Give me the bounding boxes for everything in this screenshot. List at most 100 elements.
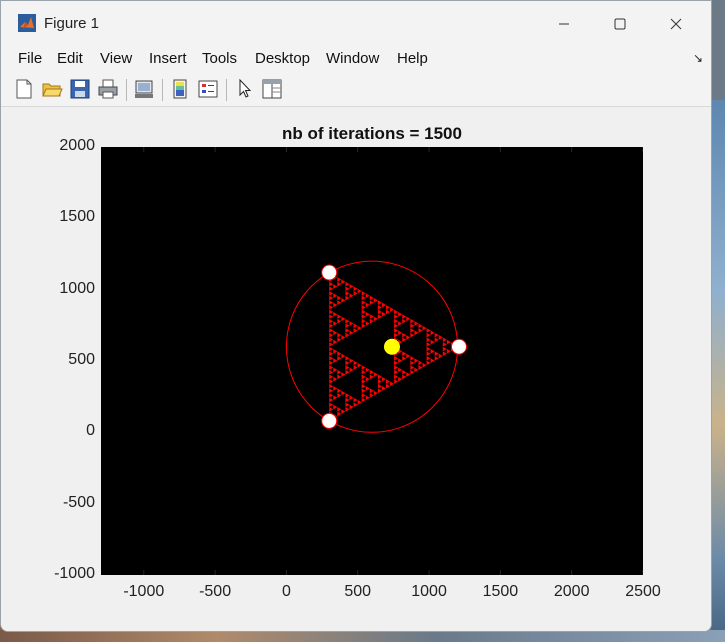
fractal-cell [446,349,451,354]
fractal-cell [410,356,415,361]
fractal-cell [410,365,415,370]
fractal-cell [333,404,338,410]
fractal-cell [345,402,350,408]
fractal-cell [369,369,374,375]
maximize-button[interactable] [597,9,643,39]
fractal-cell [365,395,370,401]
fractal-cell [410,318,415,324]
x-tick-label: -1000 [123,583,165,600]
fractal-cell [345,281,350,287]
fractal-cell [333,284,338,289]
menu-window[interactable]: Window [326,50,380,67]
fractal-cell [385,379,391,384]
fractal-cell [398,339,403,345]
fractal-cell [329,402,334,408]
fractal-cell [438,335,443,340]
fractal-cell [410,332,415,338]
fractal-cell [365,293,370,299]
minimize-button[interactable] [541,9,587,39]
fractal-cell [345,397,350,403]
fractal-cell [349,330,354,336]
property-editor-icon[interactable] [261,78,283,100]
edit-plot-icon[interactable] [233,78,255,100]
fractal-cell [345,369,350,375]
menu-help[interactable]: Help [397,50,428,67]
fractal-cell [361,314,366,319]
close-button[interactable] [653,9,699,39]
menu-file[interactable]: File [18,50,43,67]
fractal-cell [430,330,435,336]
fractal-cell [357,400,362,405]
plot-axes[interactable] [101,147,643,575]
open-file-icon[interactable] [41,78,63,100]
y-tick-label: 1500 [59,208,95,226]
fractal-cell [333,358,338,363]
vertex-marker [321,264,338,281]
new-figure-icon[interactable] [13,78,35,100]
fractal-cell [329,337,334,343]
fractal-cell [329,388,334,394]
fractal-cell [361,379,366,384]
toolbar-separator [126,79,127,101]
legend-icon[interactable] [197,78,219,100]
fractal-cell [394,328,399,333]
fractal-cell [361,309,366,315]
fractal-cell [337,314,342,319]
fractal-cell [377,374,382,380]
fractal-cell [381,311,386,317]
fractal-cell [345,365,350,370]
fractal-cell [337,295,342,301]
fractal-cell [406,372,411,377]
fractal-cell [333,395,338,401]
menu-insert[interactable]: Insert [149,50,187,67]
fractal-cell [381,302,386,308]
title-bar[interactable]: Figure 1 [1,1,711,45]
fractal-cell [418,360,423,366]
fractal-cell [426,332,431,338]
x-tick-label: 0 [281,583,291,600]
fractal-cell [349,404,354,410]
fractal-cell [402,374,407,380]
fractal-cell [377,309,382,315]
fractal-cell [337,300,342,306]
fractal-cell [333,367,338,373]
fractal-cell [349,367,354,373]
menu-desktop[interactable]: Desktop [255,50,311,67]
fractal-cell [337,393,342,398]
menu-tools[interactable]: Tools [202,50,238,67]
menu-edit[interactable]: Edit [57,50,83,67]
fractal-cell [426,351,431,357]
fractal-cell [329,346,334,352]
link-plot-icon[interactable] [133,78,155,100]
fractal-cell [329,300,334,306]
fractal-cell [385,305,391,310]
fractal-cell [333,386,338,391]
save-icon[interactable] [69,78,91,100]
menu-view[interactable]: View [100,50,133,67]
fractal-cell [329,309,334,315]
fractal-cell [345,295,350,301]
dock-arrow-icon[interactable]: ↘ [692,51,703,65]
fractal-cell [353,323,358,329]
fractal-cell [345,291,350,296]
fractal-cell [381,376,386,382]
fractal-cell [337,388,342,394]
fractal-cell [369,388,374,394]
print-icon[interactable] [97,78,119,100]
colorbar-icon[interactable] [169,78,191,100]
fractal-cell [361,291,366,296]
fractal-cell [394,332,399,338]
fractal-cell [402,351,407,357]
toolbar [1,73,711,107]
fractal-cell [410,328,415,333]
fractal-cell [345,332,350,338]
fractal-cell [341,353,346,359]
fractal-cell [394,360,399,366]
fractal-cell [361,397,366,403]
fractal-cell [446,339,451,345]
fractal-cell [329,295,334,301]
x-tick-label: 500 [344,583,372,600]
fractal-cell [357,288,362,294]
fractal-cell [353,365,358,370]
figure-window: Figure 1 File Edit View Insert Tools Des… [0,0,712,632]
